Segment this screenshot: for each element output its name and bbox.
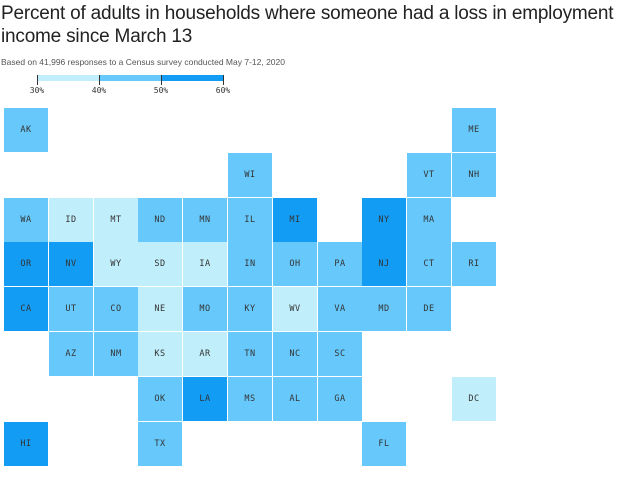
state-tile-dc: DC [452, 377, 496, 421]
state-tile-ga: GA [318, 377, 362, 421]
state-tile-ak: AK [4, 108, 48, 152]
state-tile-nj: NJ [362, 242, 406, 286]
state-tile-id: ID [49, 198, 93, 242]
chart-title: Percent of adults in households where so… [1, 3, 614, 47]
legend-tick [99, 75, 100, 85]
state-tile-wv: WV [273, 287, 317, 331]
state-tile-nh: NH [452, 153, 496, 197]
state-tile-ut: UT [49, 287, 93, 331]
legend-swatch [99, 75, 161, 81]
state-tile-ia: IA [183, 242, 227, 286]
state-tile-wi: WI [228, 153, 272, 197]
state-tile-tx: TX [138, 422, 182, 466]
state-tile-sd: SD [138, 242, 182, 286]
state-tile-vt: VT [407, 153, 451, 197]
state-tile-mo: MO [183, 287, 227, 331]
state-tile-tn: TN [228, 332, 272, 376]
state-tile-co: CO [94, 287, 138, 331]
state-tile-mt: MT [94, 198, 138, 242]
state-tile-ne: NE [138, 287, 182, 331]
state-tile-mn: MN [183, 198, 227, 242]
state-tile-nc: NC [273, 332, 317, 376]
state-tile-va: VA [318, 287, 362, 331]
state-tile-ma: MA [407, 198, 451, 242]
state-tile-oh: OH [273, 242, 317, 286]
state-tile-al: AL [273, 377, 317, 421]
legend-tick-label: 60% [215, 86, 231, 95]
state-tile-mi: MI [273, 198, 317, 242]
chart-subtitle: Based on 41,996 responses to a Census su… [1, 57, 285, 67]
legend-tick [223, 75, 224, 85]
legend-tick-label: 50% [153, 86, 169, 95]
state-tile-la: LA [183, 377, 227, 421]
state-tile-ca: CA [4, 287, 48, 331]
state-tile-pa: PA [318, 242, 362, 286]
state-tile-or: OR [4, 242, 48, 286]
state-tile-hi: HI [4, 422, 48, 466]
state-tile-md: MD [362, 287, 406, 331]
state-tile-ri: RI [452, 242, 496, 286]
legend-tick [161, 75, 162, 85]
legend-tick-label: 30% [29, 86, 45, 95]
state-tile-fl: FL [362, 422, 406, 466]
color-legend: 30% 40% 50% 60% [0, 75, 260, 99]
legend-swatch [37, 75, 99, 81]
state-tile-nd: ND [138, 198, 182, 242]
state-tile-sc: SC [318, 332, 362, 376]
state-tile-in: IN [228, 242, 272, 286]
state-tile-ky: KY [228, 287, 272, 331]
state-tile-ms: MS [228, 377, 272, 421]
state-tile-wa: WA [4, 198, 48, 242]
state-tile-wy: WY [94, 242, 138, 286]
state-tile-nv: NV [49, 242, 93, 286]
state-tile-ar: AR [183, 332, 227, 376]
state-tile-az: AZ [49, 332, 93, 376]
state-tile-nm: NM [94, 332, 138, 376]
state-tile-ok: OK [138, 377, 182, 421]
legend-tick-label: 40% [91, 86, 107, 95]
state-tile-me: ME [452, 108, 496, 152]
state-tile-il: IL [228, 198, 272, 242]
state-tile-ny: NY [362, 198, 406, 242]
legend-tick [37, 75, 38, 85]
state-tile-de: DE [407, 287, 451, 331]
state-tile-ct: CT [407, 242, 451, 286]
legend-swatch [161, 75, 223, 81]
state-tile-ks: KS [138, 332, 182, 376]
